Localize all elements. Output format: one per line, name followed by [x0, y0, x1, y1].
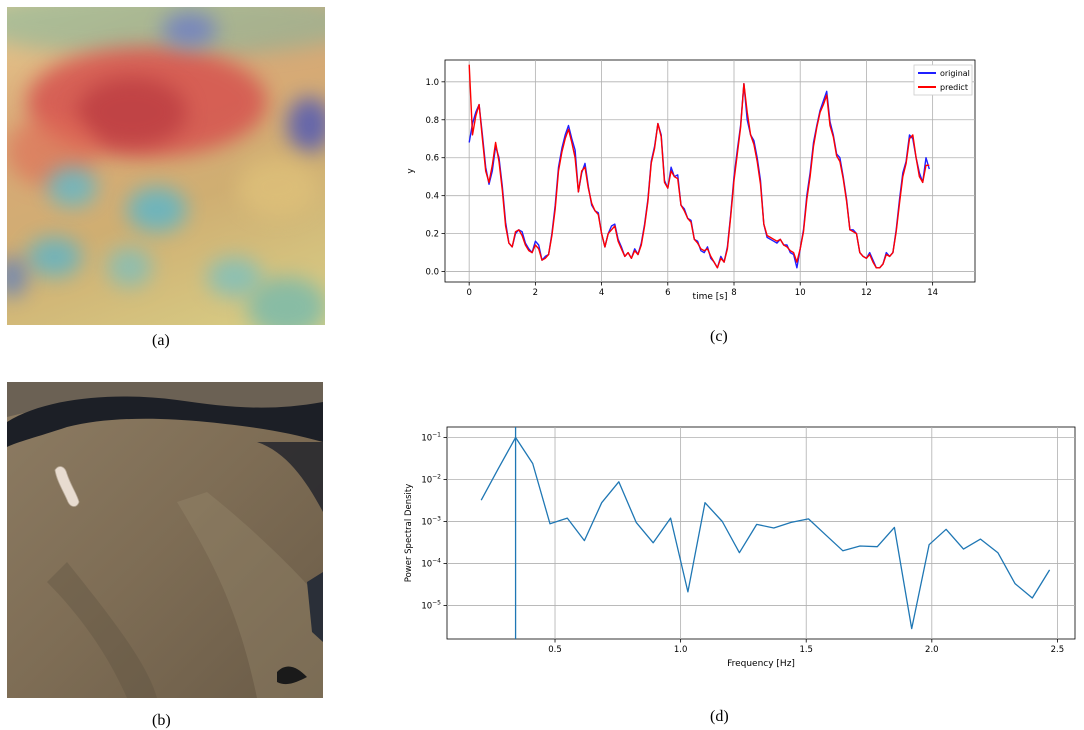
heatmap-overlay-image [7, 7, 325, 325]
x-tick-label: 1.5 [799, 645, 813, 655]
y-tick-label: 0.4 [425, 192, 439, 202]
plot-frame [444, 59, 976, 283]
caption-c: (c) [710, 328, 728, 345]
caption-b: (b) [152, 712, 171, 729]
tick-labels: 0 2 4 6 8 10 12 14 0.0 0.2 0.4 0.6 0.8 1.0 [425, 78, 938, 298]
legend: original predict [913, 64, 973, 96]
y-tick-label: 10−5 [421, 599, 441, 611]
y-tick-label: 10−3 [421, 515, 441, 527]
psd-series-line [480, 436, 1051, 630]
psd-chart: 0.5 1.0 1.5 2.0 2.5 10−5 10−4 10−3 10−2 10−1 Freq… [404, 426, 1076, 669]
x-tick-label: 2.0 [925, 645, 939, 655]
y-tick-label: 10−1 [421, 431, 441, 443]
psd-line [480, 427, 1051, 639]
mask-region [54, 466, 80, 507]
x-tick-label: 6 [665, 288, 670, 298]
y-tick-label: 1.0 [425, 78, 439, 88]
x-tick-label: 8 [731, 288, 736, 298]
x-tick-label: 4 [599, 288, 604, 298]
y-tick-label: 0.2 [425, 230, 439, 240]
grid [445, 60, 975, 282]
x-tick-label: 0 [466, 288, 471, 298]
segmented-image [7, 382, 323, 698]
legend-label-original: original [940, 69, 970, 78]
x-axis-label: time [s] [693, 292, 728, 302]
x-tick-label: 0.5 [548, 645, 562, 655]
caption-a: (a) [152, 332, 170, 349]
y-tick-label: 10−2 [421, 473, 441, 485]
x-tick-label: 2.5 [1051, 645, 1065, 655]
x-tick-label: 2 [533, 288, 538, 298]
legend-label-predict: predict [940, 83, 968, 92]
y-tick-label: 10−4 [421, 557, 441, 569]
x-tick-label: 1.0 [674, 645, 688, 655]
x-tick-label: 14 [927, 288, 938, 298]
y-tick-label: 0.6 [425, 154, 439, 164]
y-axis-label: y [406, 168, 416, 174]
series-lines [468, 64, 930, 269]
y-axis-label: Power Spectral Density [404, 484, 414, 583]
plot-frame [446, 426, 1076, 640]
x-axis-label: Frequency [Hz] [727, 659, 795, 669]
x-tick-label: 10 [795, 288, 806, 298]
x-tick-label: 12 [861, 288, 872, 298]
y-tick-label: 0.0 [425, 268, 439, 278]
time-series-chart: 0 2 4 6 8 10 12 14 0.0 0.2 0.4 0.6 0.8 1.0 time [s] y… [406, 59, 976, 302]
caption-d: (d) [710, 708, 729, 725]
series-line-predict [468, 64, 930, 269]
grid [447, 427, 1075, 639]
y-tick-label: 0.8 [425, 116, 439, 126]
